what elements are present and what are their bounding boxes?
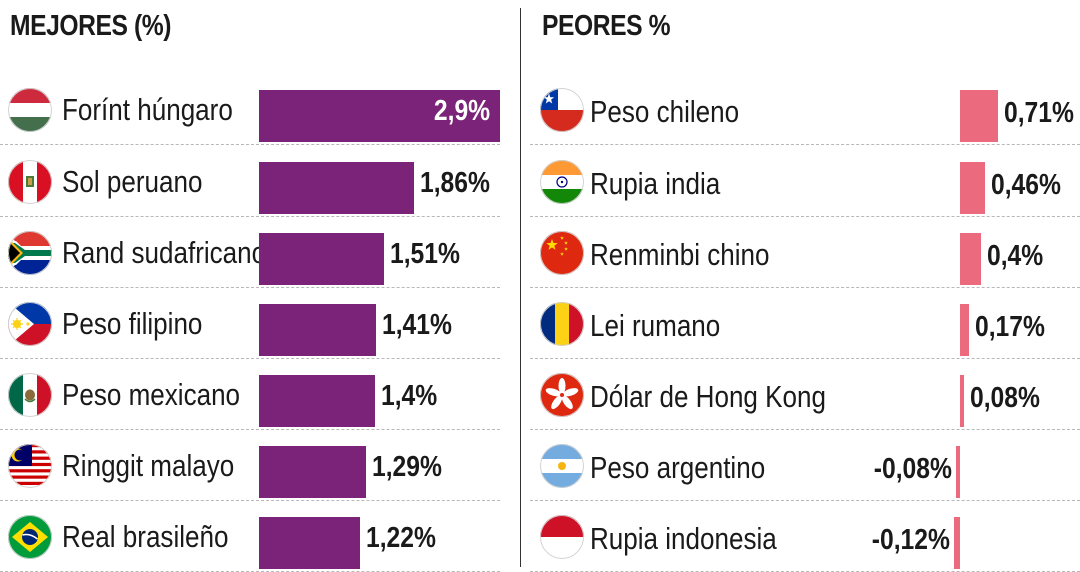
row-separator — [0, 287, 500, 288]
bar — [960, 90, 998, 142]
malaysia-flag-icon — [8, 444, 52, 488]
bar — [259, 90, 500, 142]
chile-flag-icon — [540, 88, 584, 132]
bar — [960, 304, 970, 356]
category-label: Dólar de Hong Kong — [590, 379, 826, 414]
worst-chart-title: PEORES % — [542, 10, 671, 42]
category-label: Real brasileño — [62, 519, 229, 554]
mexico-flag-icon — [8, 373, 52, 417]
value-label: 1,86% — [419, 167, 490, 199]
bar-row: Peso chileno 0,71% — [530, 74, 1080, 145]
bar-row: Sol peruano 1,86% — [0, 146, 500, 217]
bar-row: Peso mexicano 1,4% — [0, 359, 500, 430]
row-separator — [0, 500, 500, 501]
category-label: Rupia india — [590, 166, 721, 201]
value-label: -0,08% — [873, 453, 952, 485]
bar — [259, 162, 414, 214]
value-label: 1,51% — [390, 238, 461, 270]
indonesia-flag-icon — [540, 515, 584, 559]
value-label: 1,29% — [372, 451, 443, 483]
bar-row: Real brasileño 1,22% — [0, 501, 500, 572]
best-chart-title: MEJORES (%) — [10, 10, 172, 42]
bar — [259, 446, 367, 498]
best-currencies-panel: MEJORES (%) Forínt húngaro 2,9% Sol peruan… — [0, 0, 510, 572]
value-label: 1,4% — [381, 380, 438, 412]
category-label: Renminbi chino — [590, 237, 770, 272]
bar-row: Lei rumano 0,17% — [530, 288, 1080, 359]
bar-row: Dólar de Hong Kong 0,08% — [530, 359, 1080, 430]
category-label: Peso argentino — [590, 450, 766, 485]
bar-row: Peso filipino 1,41% — [0, 288, 500, 359]
value-label: 2,9% — [433, 95, 490, 127]
category-label: Rupia indonesia — [590, 521, 777, 556]
peru-flag-icon — [8, 160, 52, 204]
value-label: 0,71% — [1004, 97, 1074, 129]
bar-row: Forínt húngaro 2,9% — [0, 74, 500, 145]
value-label: 1,22% — [366, 522, 437, 554]
bar-row: Rupia india 0,46% — [530, 146, 1080, 217]
value-label: 0,46% — [990, 169, 1061, 201]
argentina-flag-icon — [540, 444, 584, 488]
bar-row: Renminbi chino 0,4% — [530, 217, 1080, 288]
philippines-flag-icon — [8, 302, 52, 346]
category-label: Lei rumano — [590, 308, 721, 343]
hungary-flag-icon — [8, 88, 52, 132]
row-separator — [0, 216, 500, 217]
category-label: Forínt húngaro — [62, 92, 233, 127]
category-label: Sol peruano — [62, 164, 203, 199]
bar — [259, 233, 385, 285]
category-label: Rand sudafricano — [62, 235, 267, 270]
south-africa-flag-icon — [8, 231, 52, 275]
bar — [259, 375, 376, 427]
row-separator — [530, 287, 1080, 288]
romania-flag-icon — [540, 302, 584, 346]
bar-row: Rand sudafricano 1,51% — [0, 217, 500, 288]
row-separator — [530, 358, 1080, 359]
worst-currencies-panel: PEORES % Peso chileno 0,71% Rupia india 0,4… — [530, 0, 1080, 572]
row-separator — [530, 500, 1080, 501]
row-separator — [530, 144, 1080, 145]
value-label: -0,12% — [871, 524, 950, 556]
row-separator — [0, 144, 500, 145]
bar — [955, 446, 960, 498]
row-separator — [0, 358, 500, 359]
panel-divider — [520, 8, 521, 567]
hong-kong-flag-icon — [540, 373, 584, 417]
china-flag-icon — [540, 231, 584, 275]
bar — [259, 304, 377, 356]
category-label: Peso chileno — [590, 94, 740, 129]
bar — [960, 162, 985, 214]
category-label: Peso filipino — [62, 306, 203, 341]
row-separator — [530, 216, 1080, 217]
india-flag-icon — [540, 160, 584, 204]
bar — [960, 375, 965, 427]
category-label: Ringgit malayo — [62, 448, 235, 483]
bar — [259, 517, 361, 569]
bar-row: Peso argentino -0,08% — [530, 430, 1080, 501]
bar — [953, 517, 960, 569]
value-label: 1,41% — [382, 309, 453, 341]
bar-row: Ringgit malayo 1,29% — [0, 430, 500, 501]
bar — [960, 233, 982, 285]
bar-row: Rupia indonesia -0,12% — [530, 501, 1080, 572]
value-label: 0,08% — [970, 382, 1041, 414]
row-separator — [530, 429, 1080, 430]
category-label: Peso mexicano — [62, 377, 241, 412]
brazil-flag-icon — [8, 515, 52, 559]
value-label: 0,4% — [987, 240, 1044, 272]
row-separator — [0, 429, 500, 430]
value-label: 0,17% — [975, 311, 1045, 343]
